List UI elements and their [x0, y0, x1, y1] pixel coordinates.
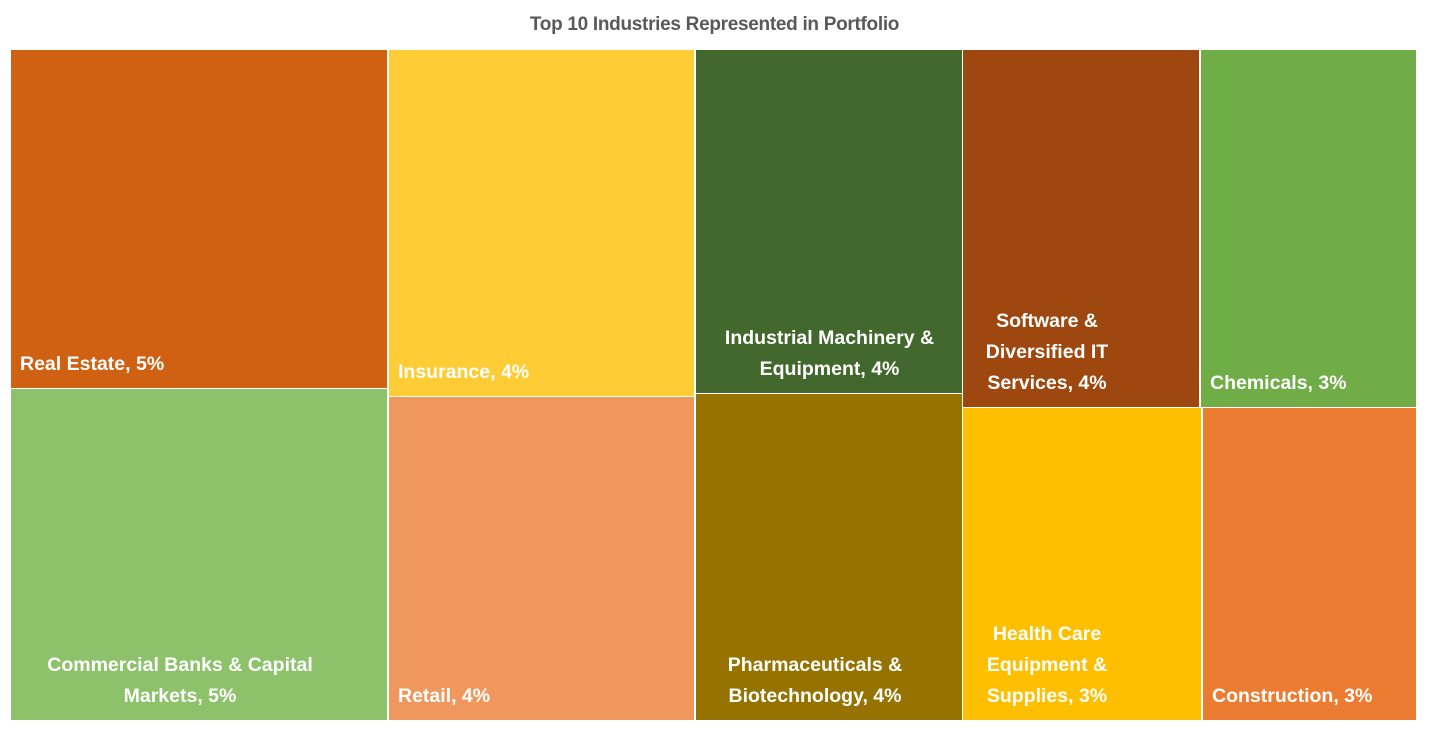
- chart-title: Top 10 Industries Represented in Portfol…: [529, 14, 900, 35]
- tile-label: Retail, 4%: [398, 685, 491, 707]
- treemap-tile-industrial-machinery-equipment: Industrial Machinery & Equipment, 4%: [695, 49, 963, 394]
- treemap-tile-real-estate: Real Estate, 5%: [10, 49, 388, 389]
- tile-label: Health Care Equipment & Supplies, 3%: [986, 623, 1108, 707]
- tile-label: Real Estate, 5%: [20, 353, 165, 375]
- tile-label: Construction, 3%: [1212, 685, 1373, 707]
- treemap-tile-software-diversified-it-services: Software & Diversified IT Services, 4%: [962, 49, 1200, 408]
- tile-label: Chemicals, 3%: [1210, 372, 1347, 394]
- tile-label: Pharmaceuticals & Biotechnology, 4%: [727, 654, 903, 707]
- treemap-tile-construction: Construction, 3%: [1202, 407, 1417, 721]
- treemap-tile-pharmaceuticals-biotechnology: Pharmaceuticals & Biotechnology, 4%: [695, 393, 963, 721]
- treemap-tile-commercial-banks-capital-markets: Commercial Banks & Capital Markets, 5%: [10, 388, 388, 721]
- treemap-tile-health-care-equipment-supplies: Health Care Equipment & Supplies, 3%: [962, 407, 1202, 721]
- tile-label: Insurance, 4%: [398, 361, 530, 383]
- treemap-tile-retail: Retail, 4%: [388, 396, 695, 721]
- tile-label: Commercial Banks & Capital Markets, 5%: [47, 654, 313, 707]
- tile-label: Industrial Machinery & Equipment, 4%: [724, 327, 935, 380]
- tile-label: Software & Diversified IT Services, 4%: [985, 310, 1109, 394]
- treemap-tile-chemicals: Chemicals, 3%: [1200, 49, 1417, 408]
- treemap-tile-insurance: Insurance, 4%: [388, 49, 695, 397]
